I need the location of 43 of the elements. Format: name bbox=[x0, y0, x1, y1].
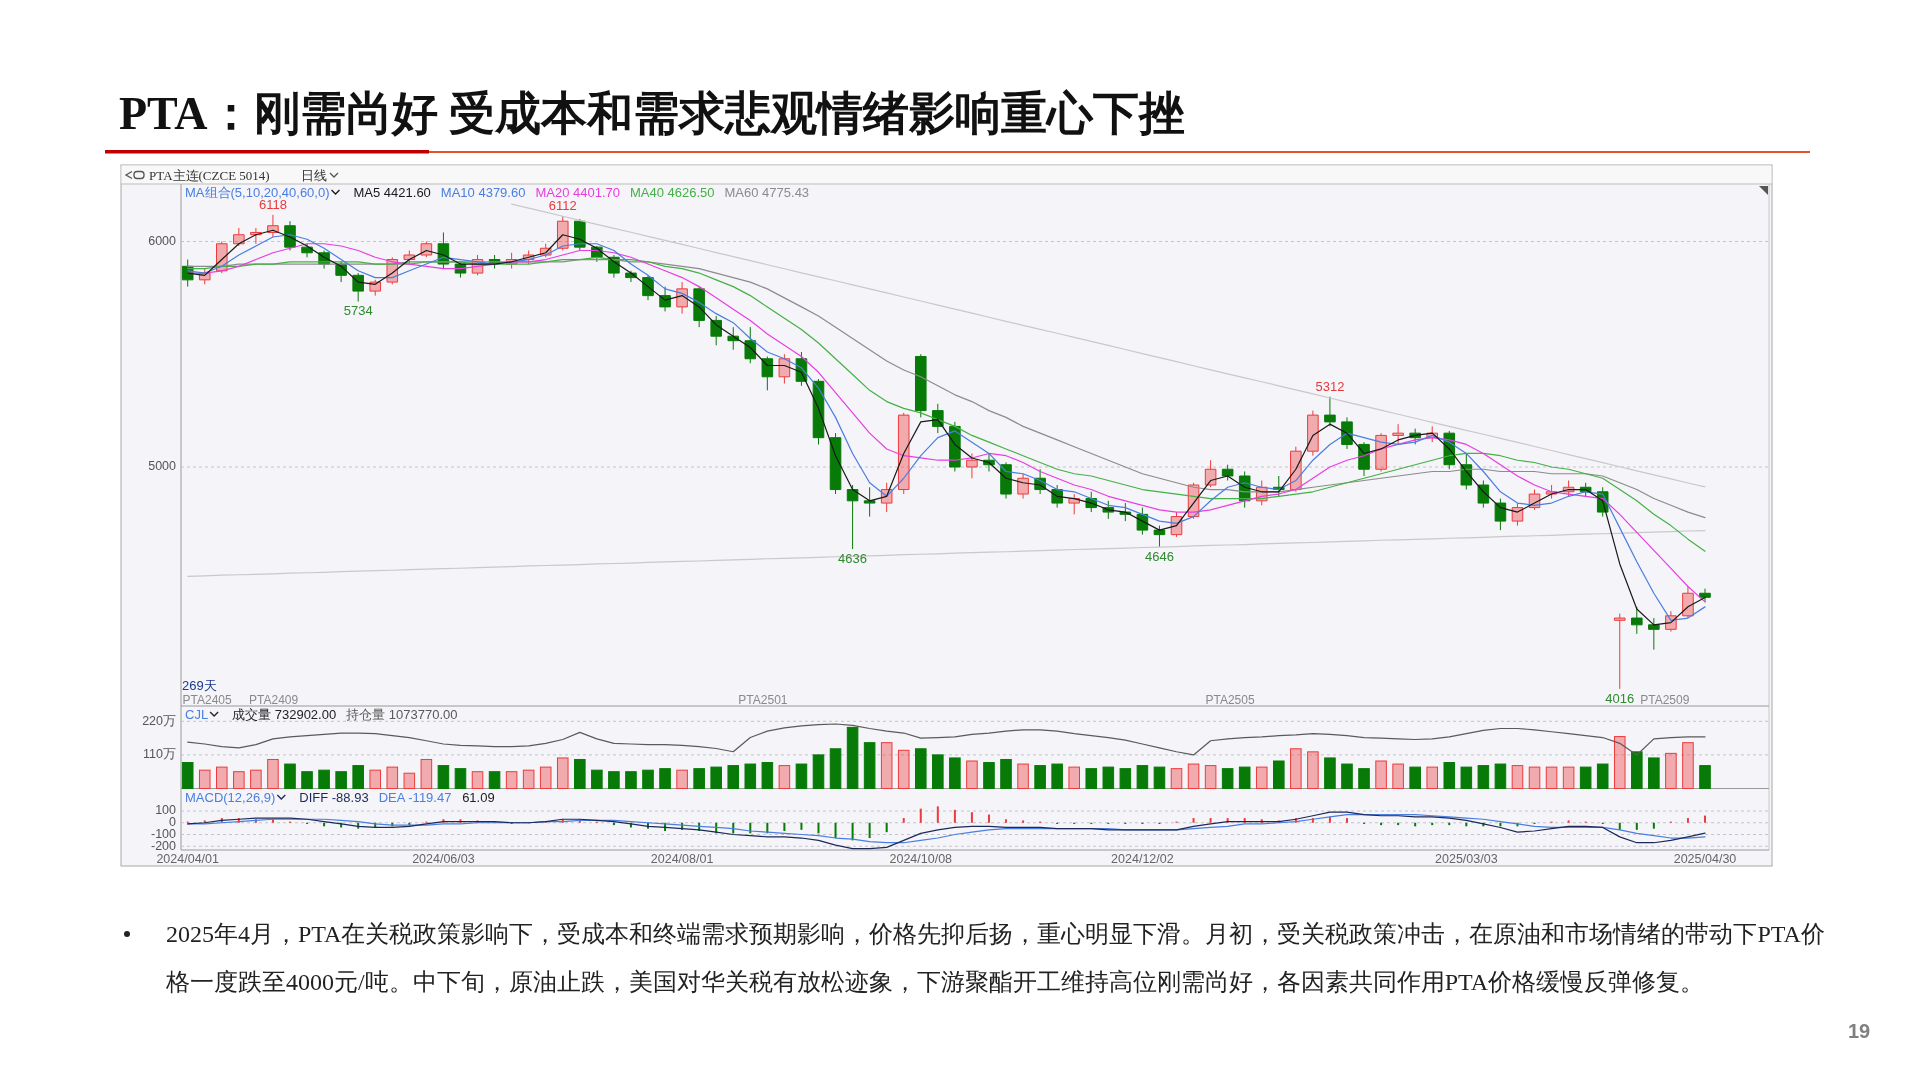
annotation: PTA2505 bbox=[1205, 693, 1255, 707]
x-tick-label: 2024/08/01 bbox=[650, 852, 714, 866]
series-label: DEA -119.47 bbox=[378, 790, 452, 805]
text: MA10 4379.60 bbox=[440, 185, 526, 200]
text: MA20 4401.70 bbox=[535, 185, 620, 200]
x-tick-label: 2024/06/03 bbox=[412, 852, 475, 866]
legend-label: DIFF -88.93 bbox=[299, 790, 369, 805]
annotation: PTA2509 bbox=[1640, 693, 1690, 707]
annotation: 6112 bbox=[548, 198, 577, 214]
text: 2025年4月，PTA在关税政策影响下，受成本和终端需求预期影响，价格先抑后扬，重心明显下滑。月初，受关税政策冲击，在原油和市场情绪的带动下PTA价格一度跌至4000元/吨。中下旬，原油止跌，美国对华关税有放松迹象，下游聚酯开工维持高位刚需尚好，各因素共同作用PTA价格缓慢反弹修复。 bbox=[165, 921, 1825, 995]
chart-subtitle: PTA主连(CZCE 5014) bbox=[149, 168, 270, 183]
chart-title: PTA：刚需尚好 受成本和需求悲观情绪影响重心下挫 bbox=[119, 88, 1186, 139]
legend-label: MA5 4421.60 bbox=[353, 185, 431, 200]
text: MA60 4775.43 bbox=[724, 185, 810, 200]
annotation: PTA2409 bbox=[249, 693, 299, 707]
annotation: 4636 bbox=[838, 551, 868, 567]
annotation: PTA2501 bbox=[738, 693, 788, 707]
annotation: 4646 bbox=[1144, 548, 1174, 564]
y-tick-label: 100 bbox=[155, 803, 177, 818]
x-tick-label: 2025/04/30 bbox=[1673, 852, 1737, 866]
text: 19 bbox=[1847, 1020, 1871, 1042]
annotation: PTA2405 bbox=[182, 693, 233, 707]
x-tick-label: 2024/04/01 bbox=[156, 852, 220, 866]
annotation: 269天 bbox=[182, 678, 217, 693]
legend-title: CJL bbox=[185, 707, 209, 722]
text: 日线 bbox=[301, 168, 327, 183]
legend-title: MACD(12,26,9) bbox=[185, 790, 276, 805]
annotation: 61.09 bbox=[462, 790, 495, 805]
annotation: 5312 bbox=[1315, 378, 1345, 394]
series-label: 持仓量 1073770.00 bbox=[346, 707, 458, 722]
annotation: 4016 bbox=[1605, 690, 1635, 706]
annotation: 成交量 732902.00 bbox=[232, 707, 337, 722]
y-tick-label: 5000 bbox=[148, 459, 177, 474]
x-tick-label: 2024/12/02 bbox=[1111, 852, 1174, 866]
legend-title: MA组合(5,10,20,40,60,0) bbox=[185, 185, 330, 200]
y-tick-label: -200 bbox=[150, 838, 177, 853]
y-tick-label: 110万 bbox=[143, 747, 176, 762]
y-tick-label: 6000 bbox=[148, 233, 177, 248]
y-tick-label: 220万 bbox=[142, 713, 176, 728]
x-tick-label: 2024/10/08 bbox=[889, 852, 953, 866]
annotation: 5734 bbox=[343, 303, 373, 319]
text: MA40 4626.50 bbox=[629, 185, 715, 200]
x-tick-label: 2025/03/03 bbox=[1435, 852, 1498, 866]
